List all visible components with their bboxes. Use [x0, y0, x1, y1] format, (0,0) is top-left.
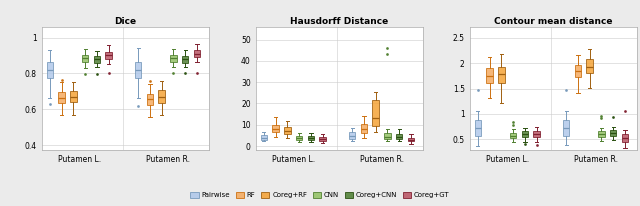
PathPatch shape [610, 130, 616, 136]
PathPatch shape [47, 62, 53, 78]
PathPatch shape [384, 133, 390, 139]
PathPatch shape [534, 131, 540, 137]
PathPatch shape [522, 131, 528, 137]
PathPatch shape [510, 133, 516, 138]
PathPatch shape [349, 132, 355, 139]
PathPatch shape [475, 120, 481, 136]
PathPatch shape [486, 68, 493, 82]
PathPatch shape [308, 136, 314, 140]
PathPatch shape [135, 62, 141, 78]
PathPatch shape [586, 59, 593, 73]
PathPatch shape [296, 136, 303, 140]
PathPatch shape [598, 131, 605, 137]
PathPatch shape [260, 136, 267, 140]
PathPatch shape [106, 52, 112, 59]
PathPatch shape [182, 56, 189, 63]
PathPatch shape [396, 134, 403, 139]
PathPatch shape [82, 55, 88, 62]
PathPatch shape [575, 65, 581, 77]
Title: Hausdorff Distance: Hausdorff Distance [290, 17, 388, 26]
Legend: Pairwise, RF, Coreg+RF, CNN, Coreg+CNN, Coreg+GT: Pairwise, RF, Coreg+RF, CNN, Coreg+CNN, … [188, 190, 452, 200]
PathPatch shape [498, 67, 504, 82]
PathPatch shape [319, 137, 326, 141]
PathPatch shape [93, 56, 100, 63]
PathPatch shape [361, 124, 367, 133]
PathPatch shape [622, 134, 628, 142]
PathPatch shape [170, 55, 177, 62]
PathPatch shape [58, 92, 65, 103]
PathPatch shape [147, 94, 153, 105]
PathPatch shape [563, 120, 570, 136]
PathPatch shape [284, 127, 291, 134]
PathPatch shape [159, 90, 165, 103]
PathPatch shape [408, 138, 414, 142]
PathPatch shape [372, 100, 379, 126]
Title: Dice: Dice [114, 17, 136, 26]
PathPatch shape [273, 125, 279, 132]
PathPatch shape [194, 50, 200, 57]
Title: Contour mean distance: Contour mean distance [494, 17, 612, 26]
PathPatch shape [70, 91, 77, 102]
